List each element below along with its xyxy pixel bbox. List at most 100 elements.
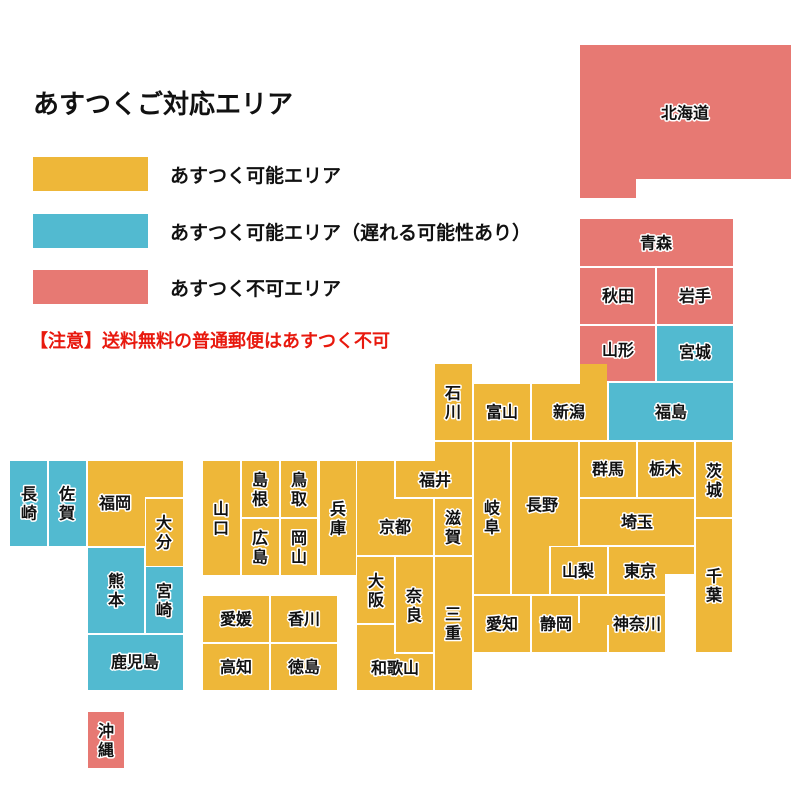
prefecture-秋田: 秋田	[580, 268, 655, 324]
prefecture-静岡: 静岡	[532, 596, 607, 652]
prefecture-兵庫: 兵庫	[320, 461, 356, 575]
prefecture-label: 大阪	[368, 571, 385, 609]
prefecture-shape	[242, 461, 279, 517]
prefecture-京都: 京都	[357, 461, 433, 555]
prefecture-label: 宮城	[679, 343, 711, 362]
prefecture-shape	[551, 547, 607, 594]
prefecture-label: 山梨	[562, 562, 595, 581]
prefecture-宮城: 宮城	[657, 326, 733, 381]
prefecture-shape	[203, 461, 240, 575]
prefecture-label: 熊本	[108, 571, 124, 609]
prefecture-福井: 福井	[396, 442, 472, 497]
prefecture-石川: 石川	[435, 364, 472, 440]
prefecture-label: 栃木	[649, 460, 682, 479]
prefecture-大分: 大分	[146, 499, 183, 566]
prefecture-茨城: 茨城	[696, 442, 732, 517]
prefecture-label: 三重	[445, 604, 461, 642]
prefecture-奈良: 奈良	[396, 557, 433, 652]
prefecture-label: 徳島	[287, 658, 320, 677]
prefecture-埼玉: 埼玉	[580, 499, 694, 545]
prefecture-群馬: 群馬	[580, 442, 636, 497]
prefecture-shape	[271, 596, 337, 642]
prefecture-shape	[474, 442, 510, 594]
prefecture-label: 東京	[624, 562, 656, 581]
prefecture-鹿児島: 鹿児島	[88, 635, 183, 690]
prefecture-岡山: 岡山	[281, 519, 317, 575]
prefecture-長野: 長野	[512, 442, 578, 594]
prefecture-shape	[609, 383, 733, 440]
prefecture-shape	[88, 635, 183, 690]
prefecture-shape	[532, 596, 607, 652]
prefecture-島根: 島根	[242, 461, 279, 517]
prefecture-shape	[638, 442, 694, 497]
prefecture-shape	[474, 384, 530, 440]
prefecture-label: 岡山	[291, 528, 307, 566]
prefecture-岩手: 岩手	[657, 268, 733, 324]
prefecture-shape	[49, 461, 86, 546]
prefecture-長崎: 長崎	[10, 461, 47, 546]
prefecture-shape	[88, 548, 144, 633]
shipping-note: 【注意】送料無料の普通郵便はあすつく不可	[30, 331, 390, 352]
legend-label: あすつく可能エリア	[170, 164, 342, 187]
prefecture-shape	[474, 596, 530, 652]
prefecture-愛知: 愛知	[474, 596, 530, 652]
prefecture-高知: 高知	[203, 644, 269, 690]
prefecture-shape	[320, 461, 356, 575]
prefecture-label: 福島	[654, 403, 687, 422]
prefecture-shape	[580, 442, 636, 497]
prefecture-shape	[657, 268, 733, 324]
prefecture-label: 和歌山	[371, 659, 419, 678]
prefecture-山梨: 山梨	[551, 547, 607, 594]
prefecture-栃木: 栃木	[638, 442, 694, 497]
legend-label: あすつく可能エリア（遅れる可能性あり）	[170, 221, 532, 244]
prefecture-shape	[435, 499, 472, 555]
prefecture-shape	[203, 596, 269, 642]
prefecture-label: 静岡	[540, 615, 572, 634]
prefecture-label: 青森	[640, 234, 673, 253]
prefecture-shape	[580, 499, 694, 545]
prefecture-shape	[532, 364, 607, 440]
prefecture-宮崎: 宮崎	[146, 567, 183, 633]
prefecture-shape	[88, 461, 183, 546]
prefecture-label: 広島	[252, 528, 268, 566]
prefecture-label: 兵庫	[330, 499, 346, 537]
prefecture-徳島: 徳島	[271, 644, 337, 690]
prefecture-香川: 香川	[271, 596, 337, 642]
prefecture-shape	[146, 499, 183, 566]
prefecture-label: 京都	[379, 518, 411, 537]
legend-item-delayed: あすつく可能エリア（遅れる可能性あり）	[33, 214, 531, 248]
prefecture-岐阜: 岐阜	[474, 442, 510, 594]
prefecture-shape	[580, 268, 655, 324]
prefecture-label: 岐阜	[484, 498, 500, 536]
prefecture-label: 埼玉	[621, 513, 653, 532]
prefecture-shape	[88, 712, 124, 768]
prefecture-label: 新潟	[553, 403, 585, 422]
prefecture-shape	[512, 442, 578, 594]
prefecture-label: 石川	[444, 383, 461, 421]
prefecture-青森: 青森	[580, 219, 733, 266]
prefecture-shape	[271, 644, 337, 690]
legend-item-unavailable: あすつく不可エリア	[33, 270, 341, 304]
prefecture-label: 神奈川	[613, 615, 661, 634]
prefecture-label: 長崎	[21, 484, 38, 522]
prefecture-神奈川: 神奈川	[580, 596, 665, 652]
prefecture-大阪: 大阪	[357, 557, 394, 623]
legend-swatch-delayed	[33, 214, 148, 248]
prefecture-label: 鹿児島	[111, 653, 159, 672]
prefecture-shape	[242, 519, 279, 575]
prefecture-shape	[357, 461, 433, 555]
prefecture-熊本: 熊本	[88, 548, 144, 633]
prefecture-愛媛: 愛媛	[203, 596, 269, 642]
prefecture-label: 沖縄	[98, 721, 114, 759]
prefecture-shape	[580, 219, 733, 266]
prefecture-広島: 広島	[242, 519, 279, 575]
prefecture-shape	[281, 461, 317, 517]
prefecture-shape	[657, 326, 733, 381]
prefecture-富山: 富山	[474, 384, 530, 440]
prefecture-label: 愛媛	[220, 610, 253, 629]
prefecture-label: 大分	[156, 513, 172, 551]
legend-swatch-available	[33, 157, 148, 191]
prefecture-佐賀: 佐賀	[49, 461, 86, 546]
prefecture-shape	[396, 442, 472, 497]
